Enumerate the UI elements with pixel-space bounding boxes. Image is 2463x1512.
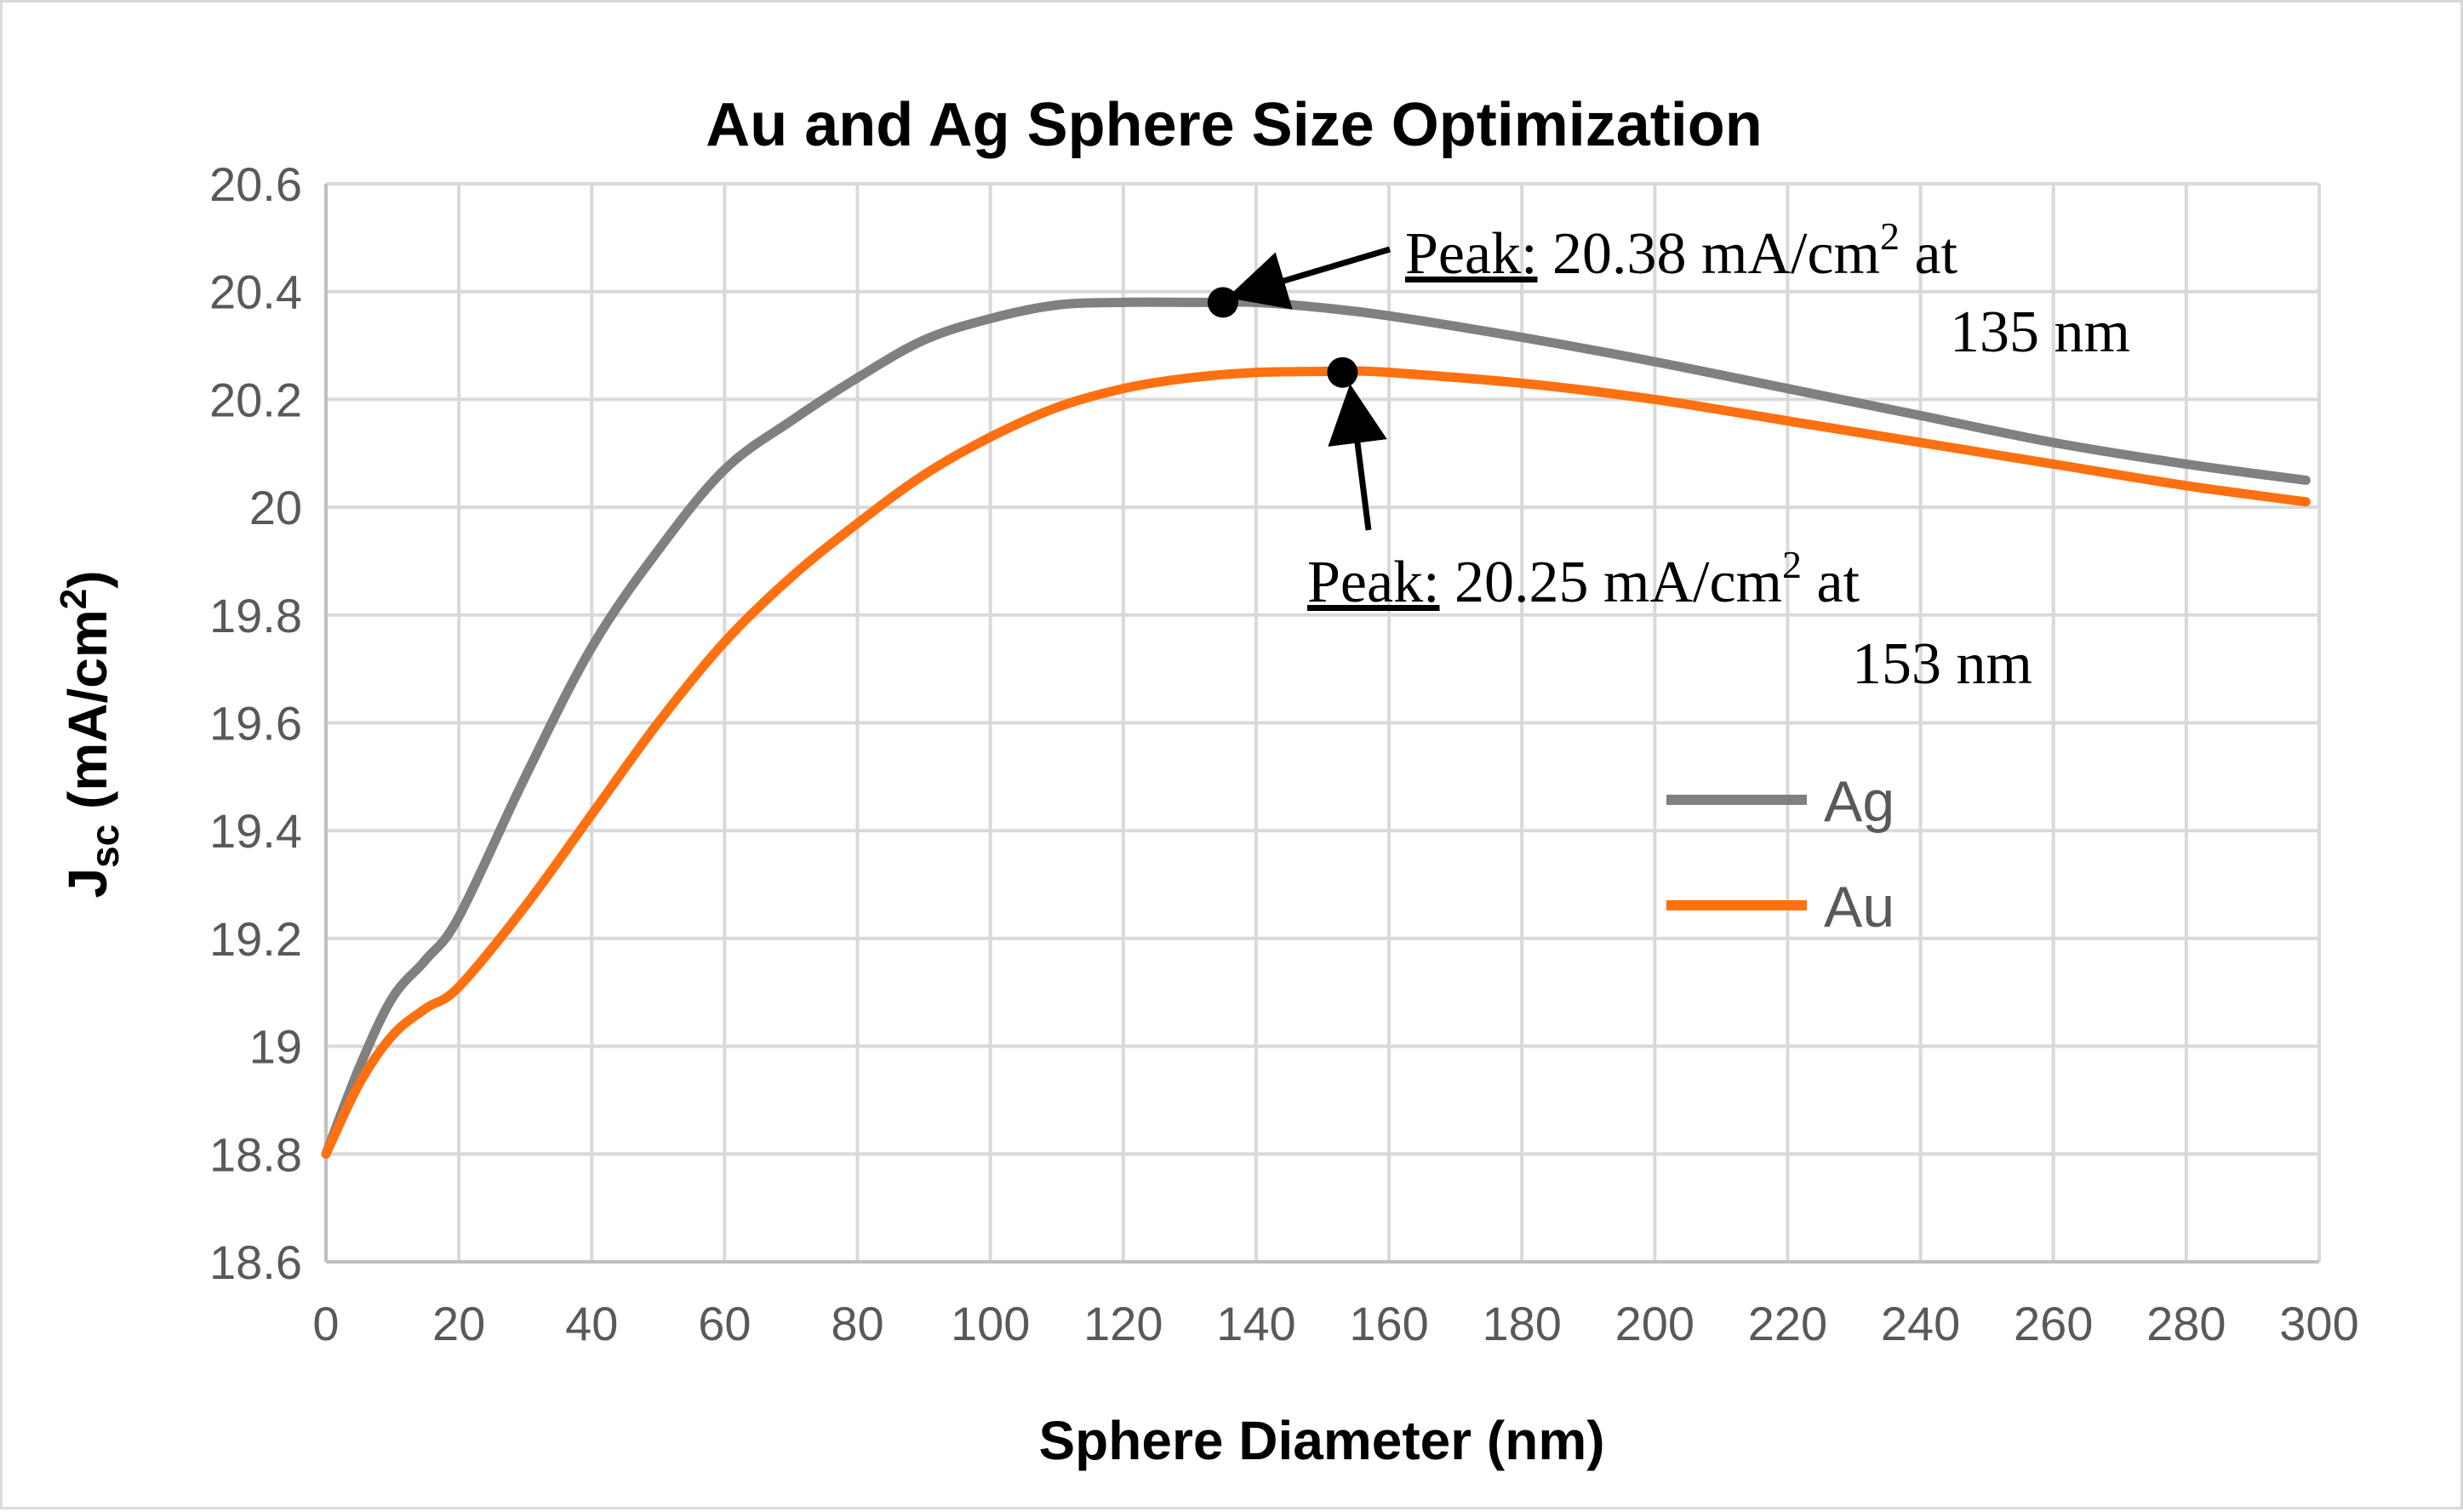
x-tick-label: 160 [1349,1297,1428,1350]
ag-peak-value: 20.38 mA/cm [1538,221,1880,287]
x-tick-label: 100 [951,1297,1030,1350]
legend-au-label: Au [1824,875,1894,939]
chart-canvas: 18.618.81919.219.419.619.82020.220.420.6… [53,91,2359,1471]
y-axis-title-main: J [57,868,118,899]
au-peak-annotation-line1: Peak: 20.25 mA/cm2 at [1307,543,1860,615]
x-tick-label: 300 [2279,1297,2358,1350]
y-tick-label: 18.6 [209,1235,302,1289]
x-tick-label: 260 [2014,1297,2093,1350]
au-peak-annotation-line2: 153 nm [1852,631,2032,697]
legend-ag-label: Ag [1824,769,1894,834]
series-line-ag [321,297,2311,1159]
x-tick-label: 240 [1881,1297,1960,1350]
x-tick-label: 60 [698,1297,751,1350]
x-tick-label: 120 [1083,1297,1163,1350]
y-tick-label: 19.8 [209,589,302,642]
y-tick-label: 20.4 [209,265,302,319]
y-tick-label: 19 [249,1020,302,1074]
au-peak-arrow [1328,384,1387,531]
chart-title: Au and Ag Sphere Size Optimization [706,91,1762,159]
y-tick-label: 20.6 [209,157,302,211]
annotation-layer: Peak: 20.38 mA/cm2 at 135 nm Peak: 20.25… [1207,214,2130,697]
x-tick-label: 20 [432,1297,485,1350]
y-axis-title-sub: sc [83,824,127,868]
x-tick-label: 0 [312,1297,339,1350]
legend: Ag Au [1666,769,1894,939]
au-peak-value: 20.25 mA/cm [1440,550,1782,615]
au-peak-at: at [1802,550,1860,615]
y-tick-labels: 18.6 18.8 19 19.2 19.4 19.6 19.8 20 20.2 20.4 20.6 [209,157,302,1289]
ag-peak-at: at [1900,221,1958,287]
ag-peak-annotation-line2: 135 nm [1950,300,2130,365]
y-tick-label: 20.2 [209,373,302,426]
x-tick-label: 220 [1748,1297,1827,1350]
x-tick-label: 200 [1615,1297,1694,1350]
y-axis-title: Jsc (mA/cm2) [53,570,127,898]
y-axis-title-unit: (mA/cm [57,609,118,824]
y-axis-title-close: ) [57,570,118,588]
au-peak-label: Peak: [1307,550,1440,615]
y-axis-title-unit-sup: 2 [53,589,94,609]
x-tick-labels: 0 20 40 60 80 100 120 140 160 180 200 220 240 260 280 3… [312,1297,2358,1350]
x-tick-label: 80 [831,1297,883,1350]
ag-peak-marker [1207,287,1238,318]
series-line-au [321,366,2311,1159]
y-tick-label: 19.2 [209,912,302,966]
y-tick-label: 20 [249,481,302,534]
x-tick-label: 280 [2146,1297,2226,1350]
au-peak-marker [1327,357,1358,388]
ag-peak-arrow [1226,246,1391,310]
x-tick-label: 40 [565,1297,618,1350]
ag-peak-unit-sup: 2 [1880,214,1900,258]
x-tick-label: 180 [1482,1297,1561,1350]
x-axis-title: Sphere Diameter (nm) [1038,1410,1604,1471]
y-tick-label: 18.8 [209,1127,302,1181]
au-peak-unit-sup: 2 [1782,543,1802,586]
ag-peak-label: Peak: [1405,221,1538,287]
series-layer [321,297,2311,1159]
x-tick-label: 140 [1216,1297,1295,1350]
y-tick-label: 19.6 [209,697,302,750]
ag-peak-annotation-line1: Peak: 20.38 mA/cm2 at [1405,214,1958,287]
y-tick-label: 19.4 [209,804,302,858]
